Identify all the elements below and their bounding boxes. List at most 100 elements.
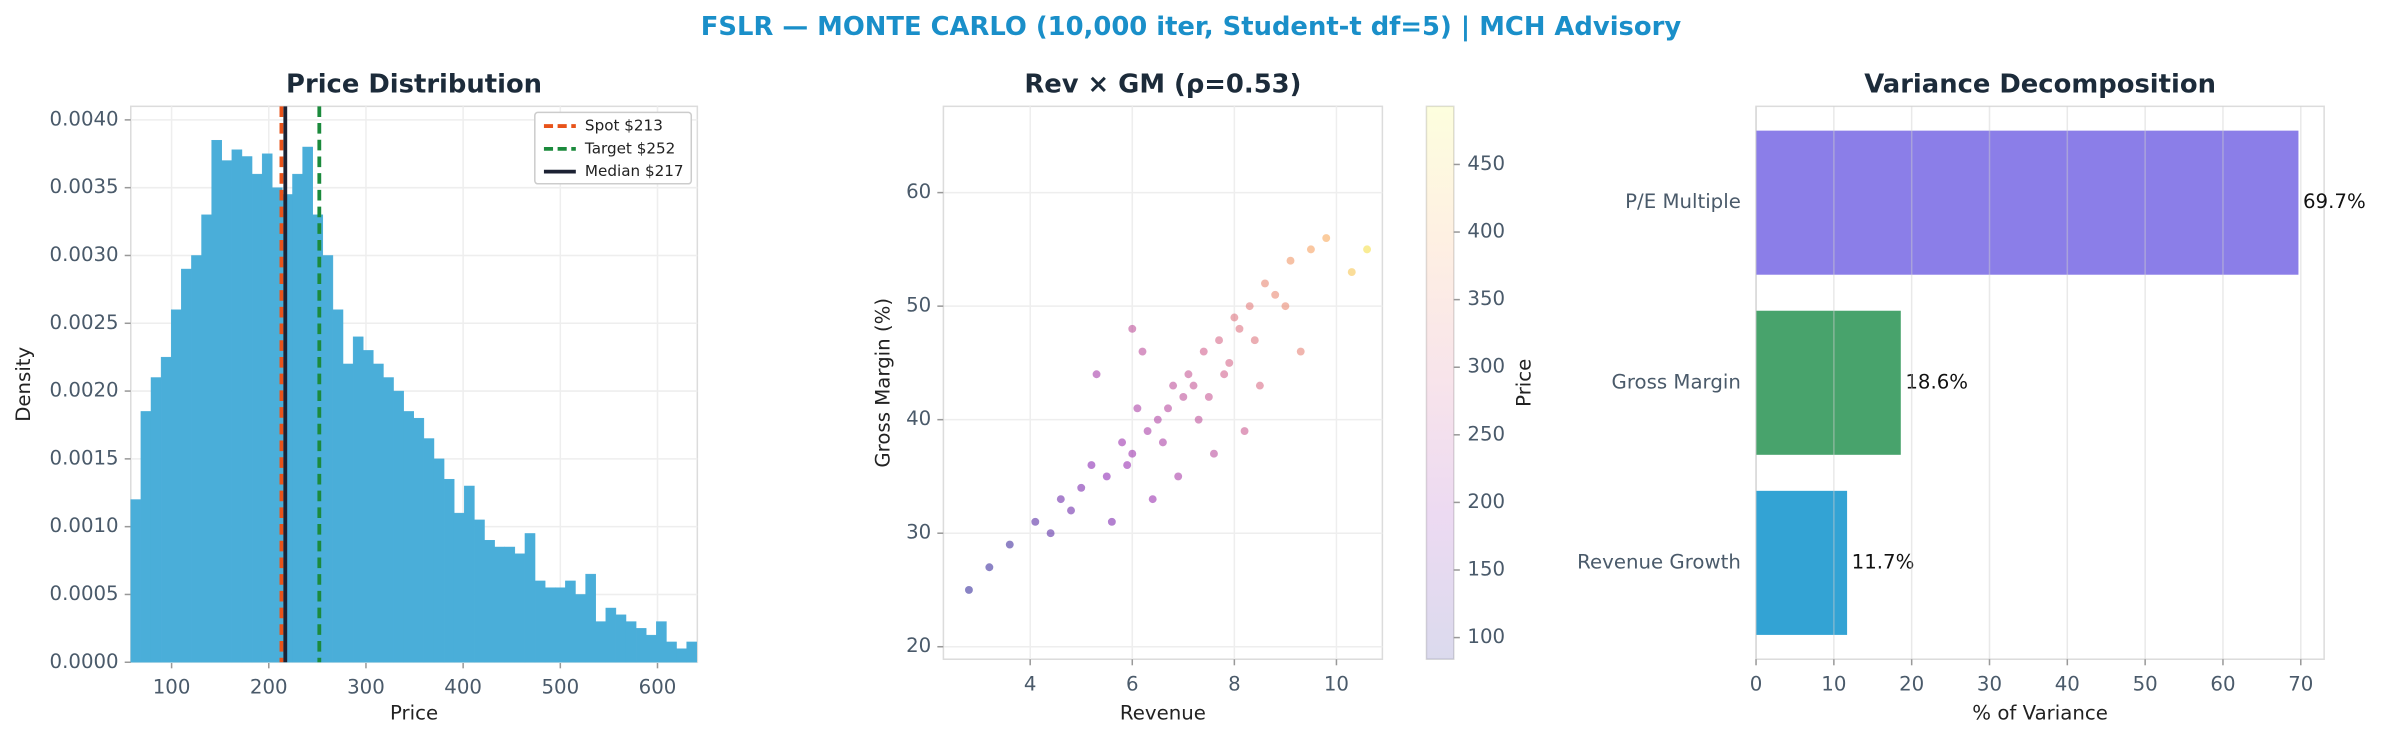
value-label: 18.6%	[1905, 370, 1968, 393]
scatter-point	[1215, 336, 1223, 345]
scatter-point	[1194, 415, 1203, 424]
histogram-bar	[534, 580, 546, 663]
scatter-point	[1067, 506, 1075, 515]
histogram-bar	[625, 621, 637, 663]
scatter-point	[1138, 347, 1147, 356]
y-tick-label: 0.0010	[50, 514, 119, 537]
value-label: 69.7%	[2303, 190, 2366, 213]
scatter-point	[1179, 393, 1188, 401]
x-tick-label: 70	[2288, 673, 2313, 696]
histogram-bar	[666, 641, 677, 663]
y-tick-label: 0.0035	[50, 175, 119, 198]
x-tick-label: 20	[1899, 673, 1924, 696]
y-tick-label: 0.0030	[50, 243, 119, 266]
histogram-bar	[221, 160, 233, 663]
histogram-bar	[251, 173, 263, 663]
histogram-bar	[635, 628, 647, 663]
x-tick-label: 60	[2210, 673, 2235, 696]
scatter-point	[1286, 256, 1295, 265]
scatter-point	[1102, 472, 1111, 481]
y-tick-label: 0.0040	[50, 107, 119, 130]
histogram-bar	[201, 214, 212, 663]
histogram-bar	[322, 255, 334, 663]
histogram-bar	[615, 614, 627, 663]
bar	[1756, 490, 1848, 635]
scatter-point	[1347, 268, 1356, 277]
scatter-point	[1077, 483, 1086, 492]
scatter-point	[1220, 370, 1229, 379]
figure-title: FSLR — MONTE CARLO (10,000 iter, Student…	[701, 12, 1682, 42]
histogram-bar	[211, 139, 222, 663]
scatter-point	[1158, 438, 1167, 447]
x-tick-label: 200	[250, 676, 288, 699]
histogram-bar	[403, 411, 415, 663]
x-tick-label: 50	[2133, 673, 2158, 696]
scatter-point	[1046, 529, 1055, 538]
bar	[1756, 310, 1901, 455]
scatter-point	[1092, 370, 1101, 379]
y-axis-label: Density	[12, 346, 35, 421]
y-tick-label: 0.0015	[50, 446, 119, 469]
scatter-point	[1245, 302, 1254, 311]
histogram-bar	[373, 363, 384, 663]
histogram-bar	[605, 607, 617, 663]
histogram-bar	[342, 363, 354, 663]
scatter-point	[964, 586, 973, 594]
colorbar-tick-label: 150	[1467, 557, 1505, 580]
colorbar-tick-label: 450	[1467, 152, 1505, 175]
plot-area	[942, 105, 1384, 660]
scatter-point	[1209, 449, 1218, 458]
scatter-point	[1199, 347, 1208, 356]
histogram-bar	[565, 580, 576, 663]
histogram-bar	[150, 377, 162, 663]
histogram-bar	[443, 478, 455, 663]
histogram-bar	[241, 156, 253, 663]
colorbar	[1426, 106, 1454, 660]
scatter-point	[1271, 290, 1280, 299]
y-tick-label: Gross Margin	[1612, 370, 1741, 393]
scatter-point	[1031, 517, 1040, 526]
x-tick-label: 6	[1126, 673, 1139, 696]
scatter-point	[1174, 472, 1183, 481]
y-tick-label: P/E Multiple	[1625, 190, 1741, 213]
scatter-point	[1164, 404, 1172, 413]
histogram-bar	[181, 268, 192, 663]
histogram-bar	[433, 458, 445, 663]
histogram-bar	[363, 350, 374, 663]
scatter-point	[1255, 381, 1264, 390]
colorbar-tick-label: 350	[1467, 287, 1505, 310]
x-tick-label: 300	[347, 676, 385, 699]
y-tick-label: 40	[906, 407, 931, 430]
histogram-bar	[524, 533, 536, 663]
scatter-point	[1204, 393, 1213, 401]
histogram-bar	[383, 377, 394, 663]
scatter-point	[1281, 302, 1290, 311]
scatter-point	[1230, 313, 1239, 322]
x-tick-label: 40	[2055, 673, 2080, 696]
histogram-bar	[413, 417, 425, 663]
histogram-bar	[191, 255, 202, 663]
scatter-point	[1133, 404, 1142, 413]
histogram-bar	[302, 146, 313, 663]
scatter-point	[1123, 461, 1132, 470]
x-axis-label: % of Variance	[1972, 701, 2108, 724]
x-tick-label: 500	[541, 676, 579, 699]
colorbar-label: Price	[1513, 359, 1536, 407]
chart-title: Rev × GM (ρ=0.53)	[1024, 70, 1301, 100]
histogram-bar	[676, 648, 687, 663]
scatter-point	[1225, 358, 1234, 367]
histogram-bar	[484, 539, 495, 663]
histogram-bar	[160, 356, 172, 663]
scatter-point	[1296, 347, 1305, 356]
scatter-point	[1128, 449, 1137, 458]
y-tick-label: 0.0000	[50, 650, 119, 673]
colorbar-tick-label: 100	[1467, 625, 1505, 648]
histogram-bar	[595, 621, 607, 663]
y-axis-label: Gross Margin (%)	[872, 298, 895, 468]
scatter-point	[1148, 495, 1157, 504]
x-tick-label: 10	[1821, 673, 1846, 696]
legend	[534, 111, 693, 185]
x-axis-label: Revenue	[1120, 701, 1206, 724]
histogram-bar	[656, 621, 667, 663]
